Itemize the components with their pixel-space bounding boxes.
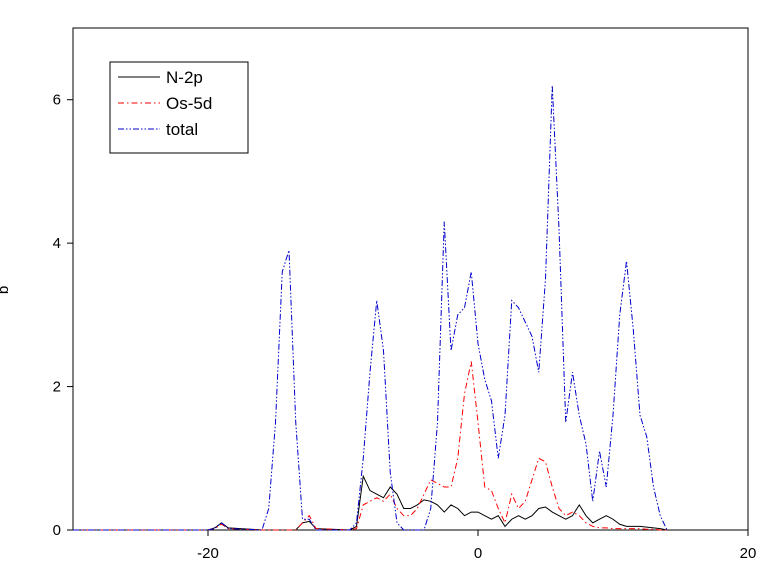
legend-label: total [166, 120, 198, 139]
y-axis-label: b [0, 286, 12, 294]
y-tick-label: 4 [53, 235, 61, 252]
series-line [73, 474, 668, 531]
series-line [73, 85, 668, 531]
legend-label: N-2p [166, 68, 203, 87]
legend-label: Os-5d [166, 94, 212, 113]
x-tick-label: 0 [474, 545, 482, 562]
y-tick-label: 2 [53, 379, 61, 396]
x-tick-label: -20 [197, 545, 219, 562]
y-tick-label: 6 [53, 92, 61, 109]
series-line [73, 361, 667, 531]
plot-frame [72, 27, 749, 531]
x-tick-label: 20 [740, 545, 757, 562]
y-tick-label: 0 [53, 522, 61, 539]
